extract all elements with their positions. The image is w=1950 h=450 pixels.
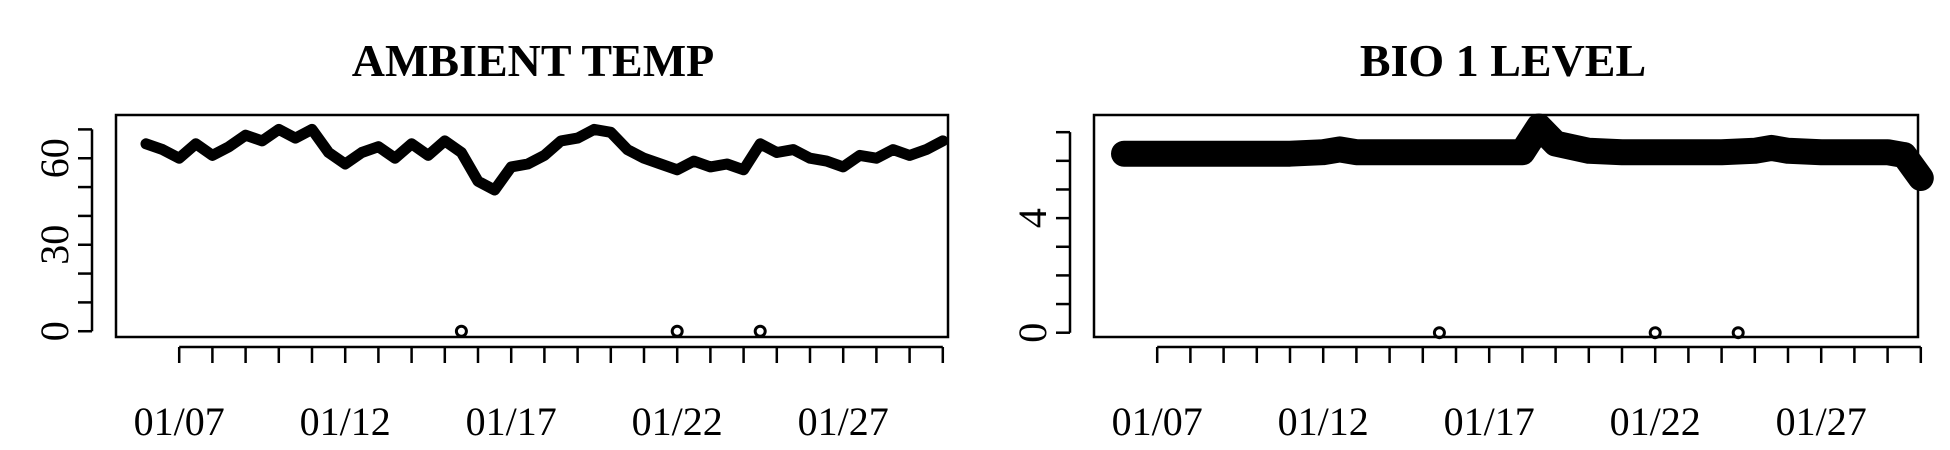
- y-tick-label: 0: [1010, 323, 1055, 343]
- outlier-point: [1648, 326, 1662, 340]
- y-tick-label: 4: [1010, 208, 1055, 228]
- x-tick-label: 01/17: [466, 399, 557, 444]
- plot-frame: [1092, 113, 1920, 339]
- chart-title: AMBIENT TEMP: [352, 35, 715, 86]
- series-layer: [1111, 113, 1934, 340]
- x-tick-label: 01/22: [1610, 399, 1701, 444]
- y-tick-label: 30: [32, 225, 77, 265]
- x-tick-label: 01/12: [300, 399, 391, 444]
- x-tick-label: 01/07: [1112, 399, 1203, 444]
- x-tick-label: 01/27: [1776, 399, 1867, 444]
- x-tick-label: 01/27: [798, 399, 889, 444]
- x-tick-label: 01/22: [632, 399, 723, 444]
- y-tick-label: 60: [32, 138, 77, 178]
- outlier-point: [753, 324, 767, 338]
- x-tick-label: 01/17: [1444, 399, 1535, 444]
- outlier-point: [1432, 326, 1446, 340]
- outlier-point: [670, 324, 684, 338]
- plot-frame: [114, 113, 950, 339]
- series-line: [1111, 113, 1934, 191]
- x-tick-label: 01/07: [134, 399, 225, 444]
- series-layer: [140, 123, 949, 338]
- series-line: [140, 123, 949, 196]
- y-tick-label: 0: [32, 321, 77, 341]
- bio-1-level-panel: BIO 1 LEVEL 04 01/07 01/12 01/17 01/22 01/27: [1010, 35, 1934, 444]
- x-tick-label: 01/12: [1278, 399, 1369, 444]
- chart-title: BIO 1 LEVEL: [1360, 35, 1646, 86]
- x-axis: 01/07 01/12 01/17 01/22 01/27: [134, 345, 945, 444]
- y-axis: 0 30 60: [32, 128, 94, 341]
- x-axis: 01/07 01/12 01/17 01/22 01/27: [1112, 345, 1923, 444]
- outlier-point: [454, 324, 468, 338]
- outlier-point: [1731, 326, 1745, 340]
- y-axis: 04: [1010, 130, 1072, 343]
